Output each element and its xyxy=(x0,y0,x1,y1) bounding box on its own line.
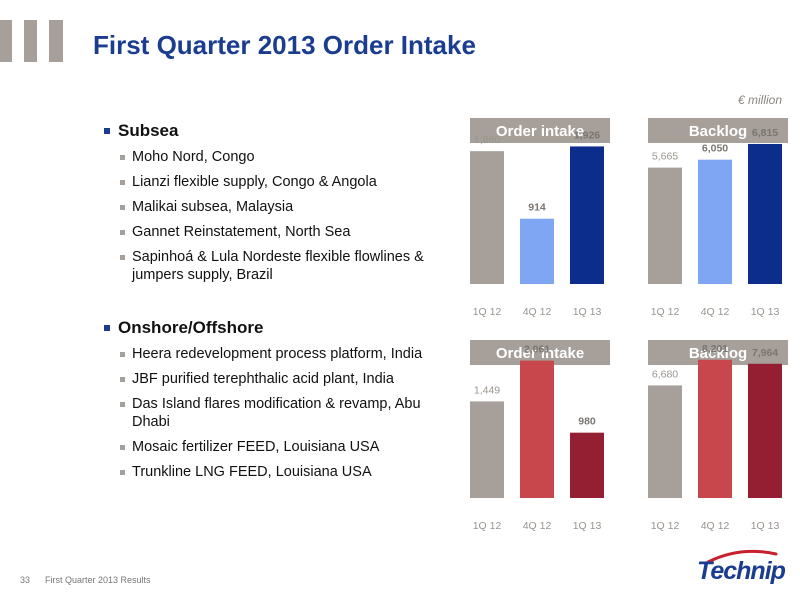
category-label: 1Q 12 xyxy=(651,520,680,532)
category-label: 1Q 12 xyxy=(473,520,502,532)
bar xyxy=(748,143,782,284)
bar xyxy=(648,385,682,498)
data-label: 1,926 xyxy=(574,129,600,141)
data-label: 7,964 xyxy=(752,347,778,359)
chart-title: Order intake xyxy=(496,123,584,140)
list-item-text: Lianzi flexible supply, Congo & Angola xyxy=(132,174,377,190)
logo-swoosh-icon xyxy=(706,549,778,564)
bar xyxy=(698,359,732,498)
chart-title: Backlog xyxy=(689,345,747,362)
header-bar-3 xyxy=(49,20,63,62)
list-item-text: Moho Nord, Congo xyxy=(132,149,255,165)
category-label: 1Q 13 xyxy=(751,520,780,532)
list-item-text: Trunkline LNG FEED, Louisiana USA xyxy=(132,464,372,480)
bar xyxy=(520,360,554,498)
list-item: Lianzi flexible supply, Congo & Angola xyxy=(100,173,450,191)
sub-bullet-icon xyxy=(120,155,125,160)
sub-bullet-icon xyxy=(120,255,125,260)
list-item: Moho Nord, Congo xyxy=(100,148,450,166)
category-label: 1Q 12 xyxy=(651,306,680,318)
category-label: 4Q 12 xyxy=(701,306,730,318)
list-item: Heera redevelopment process platform, In… xyxy=(100,345,450,363)
category-label: 1Q 13 xyxy=(573,520,602,532)
chart-title: Order intake xyxy=(496,345,584,362)
list-item-text: Heera redevelopment process platform, In… xyxy=(132,346,423,362)
data-label: 8,201 xyxy=(702,343,728,355)
bar xyxy=(648,167,682,284)
list-item: Gannet Reinstatement, North Sea xyxy=(100,223,450,241)
category-label: 1Q 13 xyxy=(573,306,602,318)
footer-text: First Quarter 2013 Results xyxy=(45,575,151,585)
sub-bullet-icon xyxy=(120,377,125,382)
chart-title-box xyxy=(648,118,788,143)
unit-label: € million xyxy=(737,93,782,107)
section-heading-subsea: Subsea xyxy=(100,121,450,141)
page-title: First Quarter 2013 Order Intake xyxy=(93,30,476,60)
bar xyxy=(470,401,504,498)
category-label: 4Q 12 xyxy=(701,520,730,532)
sub-bullet-icon xyxy=(120,445,125,450)
header-bar-1 xyxy=(0,20,12,62)
category-label: 1Q 13 xyxy=(751,306,780,318)
data-label: 980 xyxy=(578,416,596,428)
sub-bullet-icon xyxy=(120,180,125,185)
bar xyxy=(570,432,604,498)
list-item: JBF purified terephthalic acid plant, In… xyxy=(100,370,450,388)
category-label: 1Q 12 xyxy=(473,306,502,318)
subsea-section: Subsea Moho Nord, Congo Lianzi flexible … xyxy=(100,121,450,291)
section-heading-onshore-offshore: Onshore/Offshore xyxy=(100,318,450,338)
data-label: 1,860 xyxy=(474,134,500,146)
sub-bullet-icon xyxy=(120,205,125,210)
bar xyxy=(470,151,504,284)
bullet-icon xyxy=(104,128,110,134)
data-label: 6,815 xyxy=(752,127,778,139)
list-item: Das Island flares modification & revamp,… xyxy=(100,395,450,431)
logo: Technip xyxy=(697,557,786,585)
section-heading-text: Onshore/Offshore xyxy=(118,318,264,337)
page-number: 33 xyxy=(20,575,31,585)
bar xyxy=(520,218,554,284)
sub-bullet-icon xyxy=(120,470,125,475)
data-label: 5,665 xyxy=(652,151,678,163)
data-label: 914 xyxy=(528,202,546,214)
list-item-text: Mosaic fertilizer FEED, Louisiana USA xyxy=(132,439,380,455)
list-item-text: Gannet Reinstatement, North Sea xyxy=(132,224,351,240)
bar xyxy=(698,159,732,284)
section-heading-text: Subsea xyxy=(118,121,179,140)
data-label: 6,050 xyxy=(702,143,728,155)
list-item: Malikai subsea, Malaysia xyxy=(100,198,450,216)
data-label: 2,061 xyxy=(524,344,550,356)
list-item: Sapinhoá & Lula Nordeste flexible flowli… xyxy=(100,248,450,284)
bullet-icon xyxy=(104,325,110,331)
chart-title: Backlog xyxy=(689,123,747,140)
bar xyxy=(570,146,604,284)
bar xyxy=(748,363,782,498)
sub-bullet-icon xyxy=(120,230,125,235)
list-item: Trunkline LNG FEED, Louisiana USA xyxy=(100,463,450,481)
data-label: 1,449 xyxy=(474,384,500,396)
chart-title-box xyxy=(470,340,610,365)
list-item: Mosaic fertilizer FEED, Louisiana USA xyxy=(100,438,450,456)
sub-bullet-icon xyxy=(120,352,125,357)
category-label: 4Q 12 xyxy=(523,520,552,532)
onshore-offshore-section: Onshore/Offshore Heera redevelopment pro… xyxy=(100,318,450,488)
category-label: 4Q 12 xyxy=(523,306,552,318)
sub-bullet-icon xyxy=(120,402,125,407)
chart-title-box xyxy=(470,118,610,143)
list-item-text: Das Island flares modification & revamp,… xyxy=(132,396,421,430)
list-item-text: Sapinhoá & Lula Nordeste flexible flowli… xyxy=(132,249,424,283)
header-bar-2 xyxy=(24,20,37,62)
list-item-text: JBF purified terephthalic acid plant, In… xyxy=(132,371,394,387)
chart-title-box xyxy=(648,340,788,365)
data-label: 6,680 xyxy=(652,368,678,380)
list-item-text: Malikai subsea, Malaysia xyxy=(132,199,294,215)
